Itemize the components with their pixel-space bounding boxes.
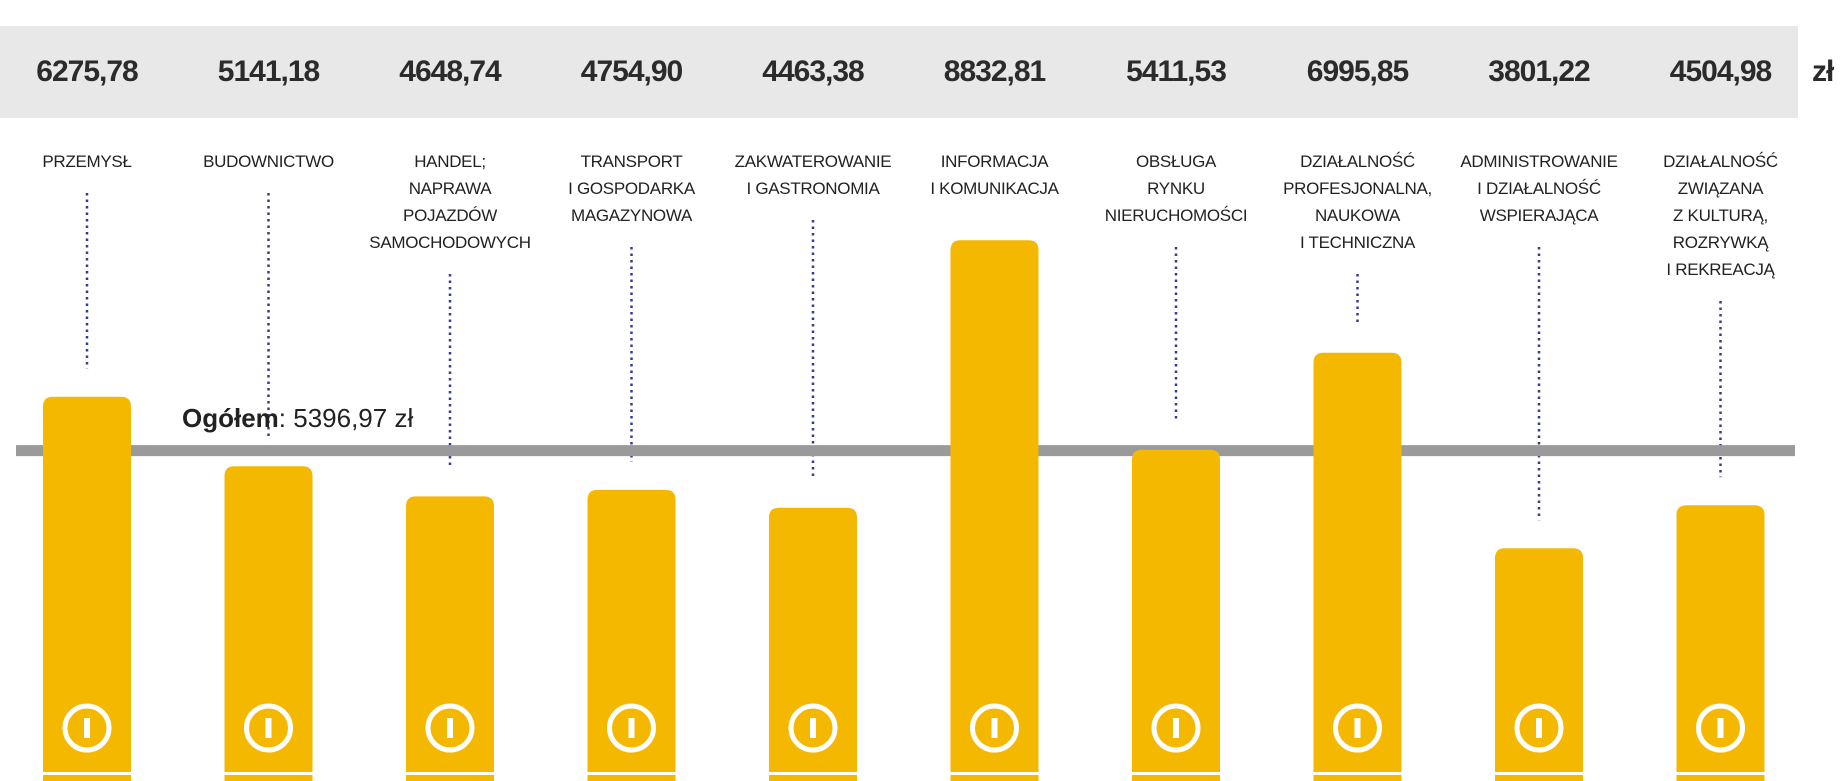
category-label: DZIAŁALNOŚĆ PROFESJONALNA, NAUKOWA I TEC…	[1283, 152, 1432, 252]
icon-dot	[810, 718, 816, 738]
icon	[1333, 703, 1382, 753]
unit: zł	[1812, 55, 1835, 88]
value-label: 4648,74	[399, 55, 502, 88]
icon-dot	[1536, 718, 1542, 738]
icon-dot	[1354, 718, 1361, 738]
value-banner	[0, 26, 1798, 118]
icon	[1514, 703, 1564, 753]
icon-dot	[1173, 718, 1179, 738]
value-label: 5141,18	[218, 55, 320, 88]
value-label: 4754,90	[581, 55, 683, 88]
icon-dot	[265, 718, 272, 738]
icon	[425, 703, 475, 753]
category-label: HANDEL; NAPRAWA POJAZDÓW SAMOCHODOWYCH	[369, 152, 531, 252]
icon-dot	[84, 718, 90, 738]
value-label: 4463,38	[762, 55, 864, 88]
icon	[788, 703, 838, 753]
icon	[1696, 703, 1745, 753]
icon	[244, 703, 293, 753]
bar	[1495, 548, 1583, 781]
category-label: ZAKWATEROWANIE I GASTRONOMIA	[734, 152, 892, 198]
value-label: 4504,98	[1670, 55, 1772, 88]
bar	[1132, 449, 1220, 781]
total-annotation: Ogółem: 5396,97 zł	[182, 403, 413, 434]
category-label: OBSŁUGA RYNKU NIERUCHOMOŚCI	[1104, 152, 1248, 225]
value-label: 8832,81	[944, 55, 1046, 88]
icon-dot	[1717, 718, 1724, 738]
bar	[587, 489, 676, 781]
icon	[607, 703, 656, 753]
value-label: 6275,78	[36, 55, 138, 88]
value-label: 5411,53	[1126, 55, 1226, 88]
total-label: Ogółem	[182, 403, 279, 433]
category-label: TRANSPORT I GOSPODARKA MAGAZYNOWA	[568, 152, 695, 225]
category-label: BUDOWNICTWO	[203, 152, 334, 171]
icon	[62, 703, 112, 753]
bar	[406, 496, 494, 781]
bar	[224, 466, 313, 781]
bar	[1676, 505, 1765, 781]
bar	[1313, 352, 1402, 781]
bar	[769, 507, 857, 781]
category-label: ADMINISTROWANIE I DZIAŁALNOŚĆ WSPIERAJĄC…	[1460, 152, 1618, 225]
icon-dot	[447, 718, 453, 738]
category-label: DZIAŁALNOŚĆ ZWIĄZANA Z KULTURĄ, ROZRYWKĄ…	[1663, 152, 1778, 279]
bar	[950, 240, 1039, 781]
value-label: 3801,22	[1488, 55, 1590, 88]
bar-base-stripe	[0, 772, 1842, 775]
value-label: 6995,85	[1307, 55, 1409, 88]
bar	[43, 396, 131, 781]
icon	[970, 703, 1019, 753]
category-label: PRZEMYSŁ	[42, 152, 132, 171]
icon	[1151, 703, 1201, 753]
total-value: : 5396,97 zł	[278, 403, 414, 433]
icon-dot	[991, 718, 998, 738]
category-label: INFORMACJA I KOMUNIKACJA	[930, 152, 1059, 198]
icon-dot	[628, 718, 635, 738]
